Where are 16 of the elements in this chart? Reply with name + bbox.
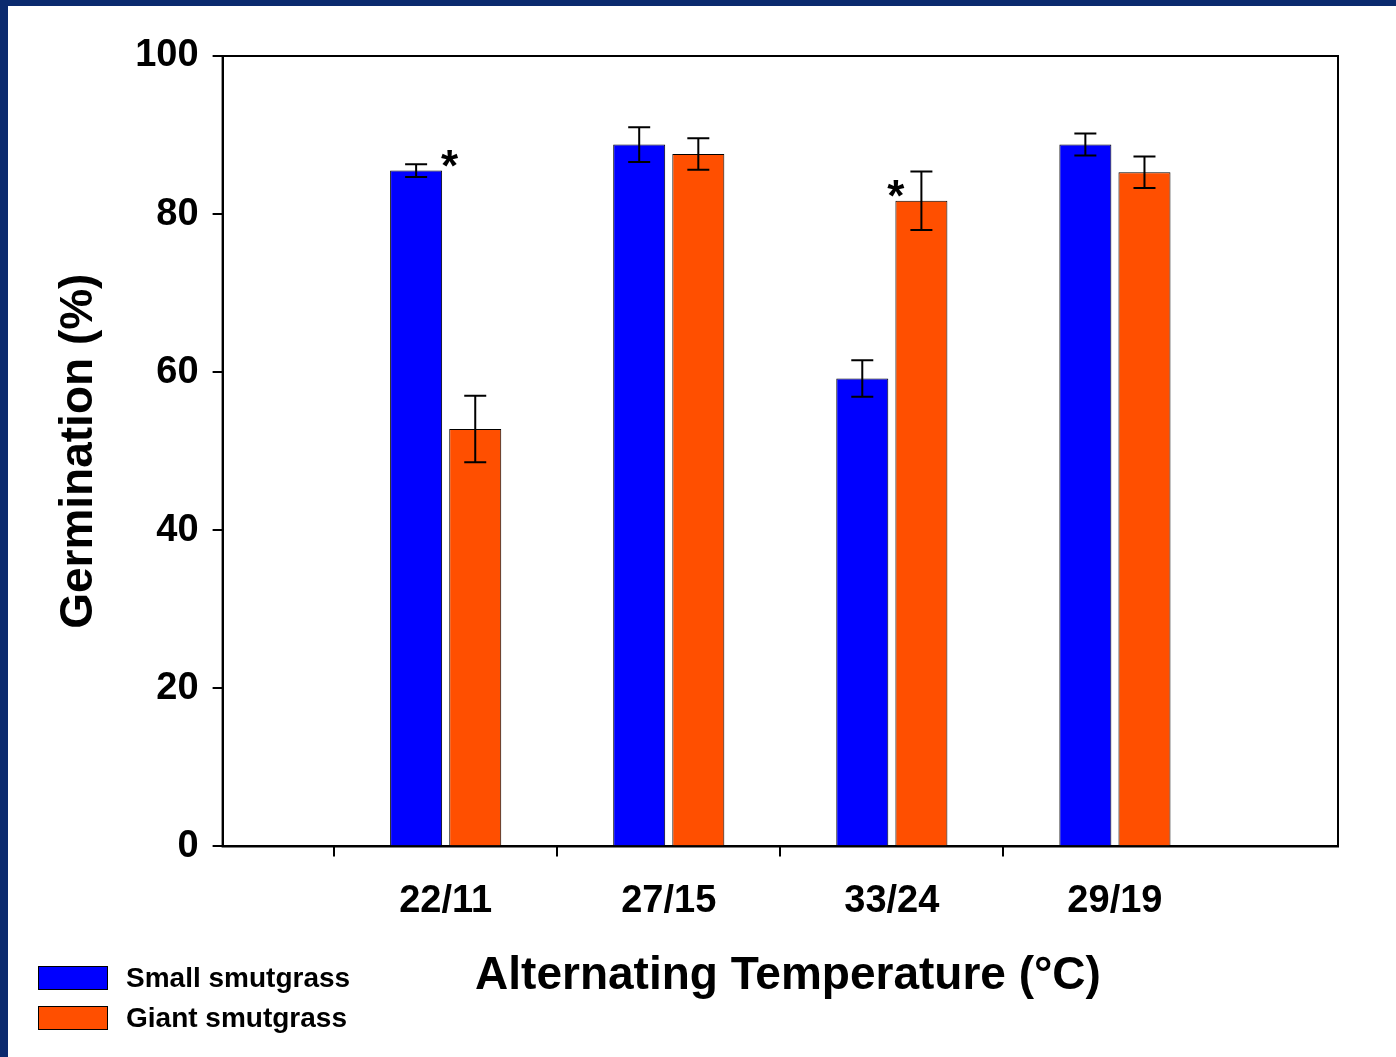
y-tick-label: 100 — [135, 32, 199, 75]
legend-label: Small smutgrass — [126, 962, 351, 994]
y-tick-label: 40 — [156, 506, 199, 549]
y-tick-label: 20 — [156, 664, 199, 707]
y-tick-label: 0 — [177, 822, 199, 865]
x-tick-label: 33/24 — [844, 877, 940, 920]
x-axis-title: Alternating Temperature (°C) — [474, 946, 1102, 1000]
y-tick-label: 60 — [156, 348, 199, 391]
annotation: * — [887, 170, 906, 220]
x-tick-label: 22/11 — [399, 877, 493, 920]
annotation: * — [441, 140, 460, 190]
y-tick-label: 80 — [156, 190, 199, 233]
x-tick-label: 27/15 — [621, 877, 717, 920]
legend-label: Giant smutgrass — [126, 1002, 347, 1034]
y-axis-title: Germination (%) — [50, 273, 103, 629]
x-tick-label: 29/19 — [1067, 877, 1163, 920]
